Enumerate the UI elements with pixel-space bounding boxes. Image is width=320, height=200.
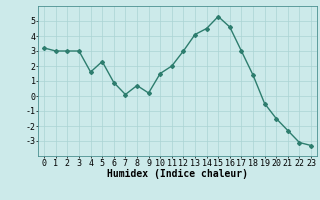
X-axis label: Humidex (Indice chaleur): Humidex (Indice chaleur) xyxy=(107,169,248,179)
